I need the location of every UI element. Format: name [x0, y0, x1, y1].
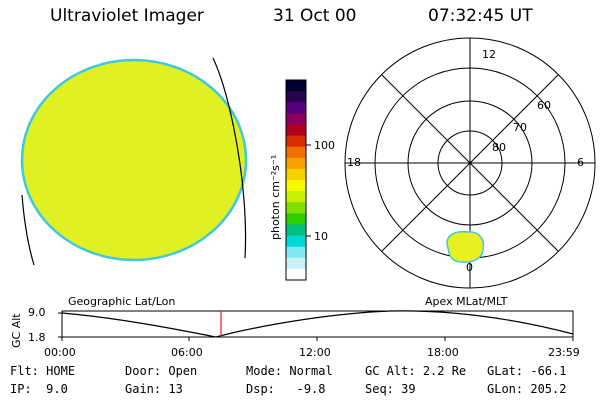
terminator-line-left	[21, 194, 35, 266]
colorbar-tick-100: 100	[314, 139, 335, 152]
mlt-label-0: 0	[466, 261, 473, 274]
status-glat: GLat: -66.1	[487, 364, 567, 378]
status-gc-alt: GC Alt: 2.2 Re	[365, 364, 467, 378]
colorbar-segment	[286, 235, 306, 248]
colorbar-segment	[286, 124, 306, 137]
geo-coord-label: Geographic Lat/Lon	[68, 295, 176, 308]
altitude-plot	[58, 310, 574, 341]
time-tick-1200: 12:00	[299, 346, 331, 359]
colorbar-segment	[286, 180, 306, 192]
imager-title: Ultraviolet Imager	[50, 6, 204, 26]
mlt-label-12: 12	[482, 48, 496, 61]
status-seq: Seq: 39	[365, 382, 416, 396]
colorbar-segment	[286, 213, 306, 226]
mlt-label-18: 18	[347, 156, 361, 169]
time-tick-0600: 06:00	[171, 346, 203, 359]
colorbar-segment	[286, 268, 306, 281]
status-mode: Mode: Normal	[246, 364, 333, 378]
colorbar-segment	[286, 202, 306, 214]
earth-disk-image	[20, 57, 248, 266]
colorbar-segment	[286, 113, 306, 126]
apex-coord-label: Apex MLat/MLT	[425, 295, 508, 308]
colorbar-unit-label: photon cm⁻²s⁻¹	[269, 155, 282, 240]
lat-label-80: 80	[492, 141, 506, 154]
color-bar-frame	[285, 79, 307, 281]
time-tick-2359: 23:59	[548, 346, 580, 359]
altitude-curve	[61, 310, 574, 338]
alt-axis-label: GC Alt	[10, 313, 23, 348]
status-gain: Gain: 13	[125, 382, 183, 396]
alt-tick-min: 1.8	[28, 331, 46, 344]
date-label: 31 Oct 00	[273, 6, 357, 26]
auroral-patch	[446, 230, 485, 263]
colorbar-segment	[286, 224, 306, 237]
colorbar-segment	[286, 91, 306, 103]
alt-tick-max: 9.0	[28, 306, 46, 319]
colorbar-segment	[286, 135, 306, 148]
colorbar-segment	[286, 191, 306, 203]
colorbar-segment	[286, 80, 306, 92]
time-label: 07:32:45 UT	[428, 6, 533, 26]
colorbar-segment	[286, 102, 306, 114]
color-bar	[286, 80, 306, 281]
colorbar-segment	[286, 168, 306, 181]
mlt-label-6: 6	[577, 156, 584, 169]
status-door: Door: Open	[125, 364, 198, 378]
colorbar-segment	[286, 257, 306, 270]
polar-plot	[344, 37, 596, 289]
colorbar-segment	[286, 246, 306, 259]
status-ip: IP: 9.0	[10, 382, 68, 396]
terminator-line-right	[212, 57, 247, 259]
time-tick-1800: 18:00	[427, 346, 459, 359]
colorbar-segment	[286, 146, 306, 159]
lat-label-60: 60	[537, 99, 551, 112]
status-glon: GLon: 205.2	[487, 382, 567, 396]
time-tick-0000: 00:00	[44, 346, 76, 359]
colorbar-tick-10: 10	[314, 230, 328, 243]
status-dsp: Dsp: -9.8	[246, 382, 326, 396]
lat-label-70: 70	[513, 121, 527, 134]
colorbar-segment	[286, 157, 306, 170]
status-flt: Flt: HOME	[10, 364, 76, 378]
